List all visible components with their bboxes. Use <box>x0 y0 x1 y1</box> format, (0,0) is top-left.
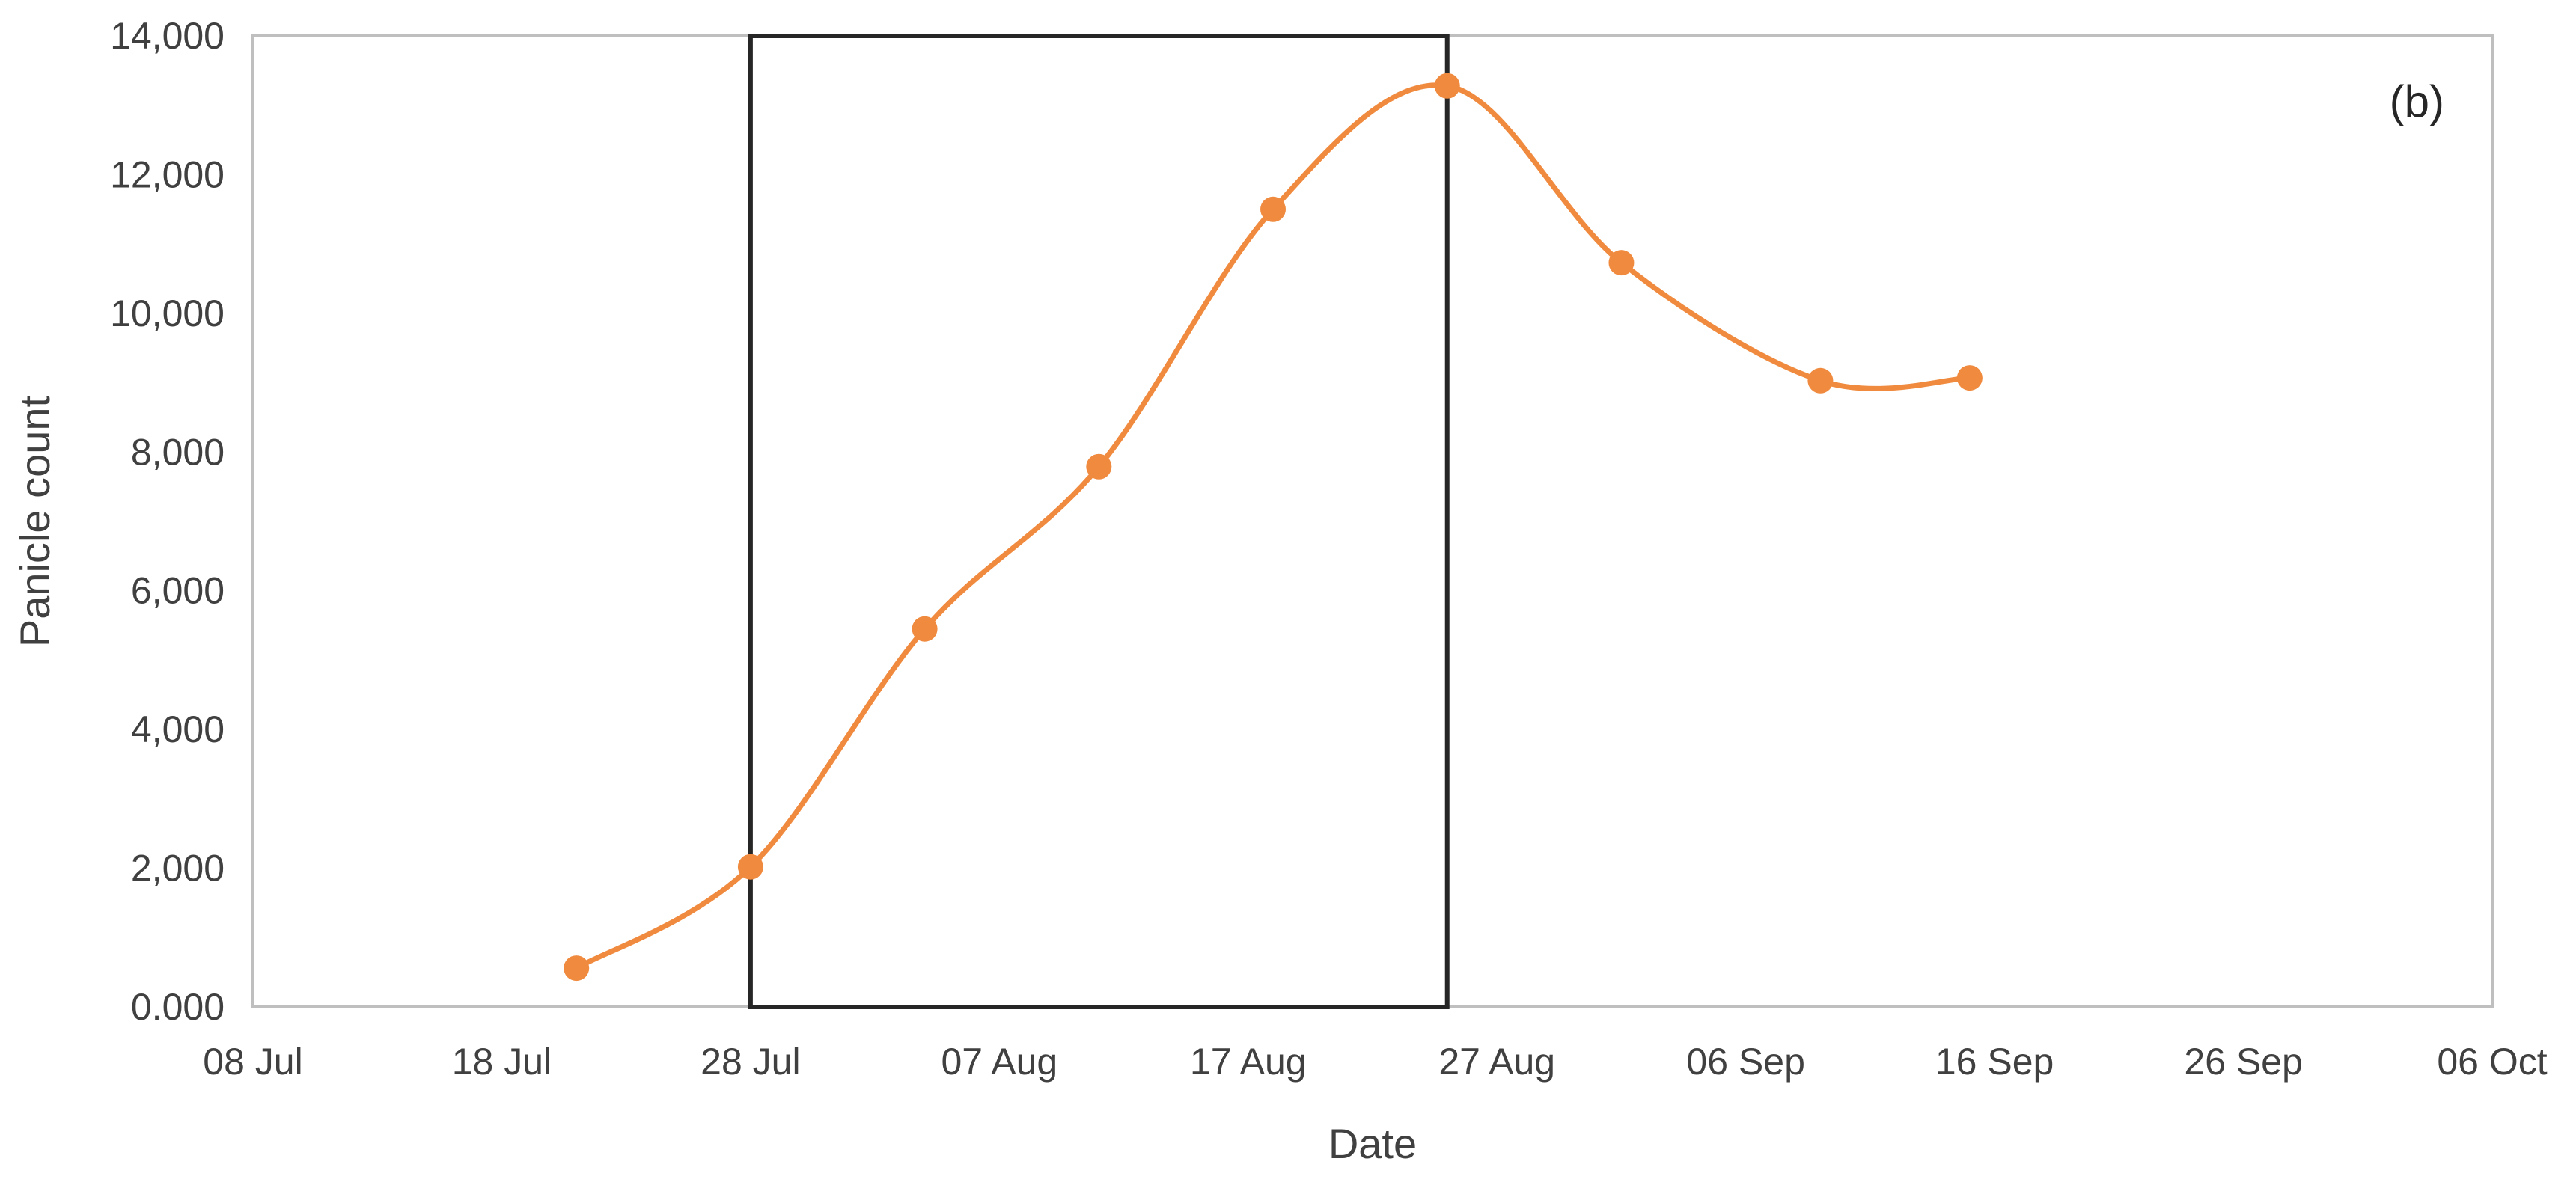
data-point <box>1434 73 1460 99</box>
x-axis-title: Date <box>1328 1120 1417 1167</box>
x-tick-label: 18 Jul <box>452 1041 552 1083</box>
y-tick-label: 6,000 <box>131 570 225 612</box>
data-point <box>1807 367 1834 394</box>
y-axis-title: Panicle count <box>11 395 58 647</box>
series-line <box>575 82 1970 971</box>
y-tick-label: 2,000 <box>131 848 225 890</box>
plot-border <box>251 34 2494 1008</box>
x-tick-label: 28 Jul <box>701 1041 800 1083</box>
y-tick-label: 8,000 <box>131 431 225 473</box>
y-tick-label: 12,000 <box>110 153 225 195</box>
highlight-range-box <box>748 34 1450 1009</box>
data-point <box>912 616 938 642</box>
y-axis-ticks: 0.000 2,000 4,000 6,000 8,000 10,000 12,000 14,… <box>110 15 225 1028</box>
x-tick-label: 08 Jul <box>203 1041 302 1083</box>
panel-label: (b) <box>2390 76 2444 126</box>
x-tick-label: 16 Sep <box>1935 1041 2054 1083</box>
data-point <box>1956 365 1983 391</box>
highlight-rectangle <box>748 34 1450 1009</box>
x-tick-label: 26 Sep <box>2184 1041 2302 1083</box>
x-tick-label: 06 Oct <box>2437 1041 2547 1083</box>
data-point <box>737 854 763 880</box>
y-tick-label: 0.000 <box>131 986 225 1028</box>
x-axis-ticks: 08 Jul 18 Jul 28 Jul 07 Aug 17 Aug 27 Aug 06 S… <box>203 1041 2547 1083</box>
data-point <box>1608 250 1635 276</box>
x-tick-label: 27 Aug <box>1438 1041 1555 1083</box>
x-tick-label: 07 Aug <box>941 1041 1057 1083</box>
data-point <box>564 955 590 982</box>
x-tick-label: 06 Sep <box>1686 1041 1804 1083</box>
series-group <box>564 73 1983 982</box>
y-tick-label: 14,000 <box>110 15 225 57</box>
y-tick-label: 10,000 <box>110 293 225 334</box>
y-tick-label: 4,000 <box>131 708 225 750</box>
x-tick-label: 17 Aug <box>1190 1041 1307 1083</box>
plot-area-frame <box>251 34 2494 1008</box>
data-point <box>1260 196 1287 222</box>
data-point <box>1086 453 1112 480</box>
